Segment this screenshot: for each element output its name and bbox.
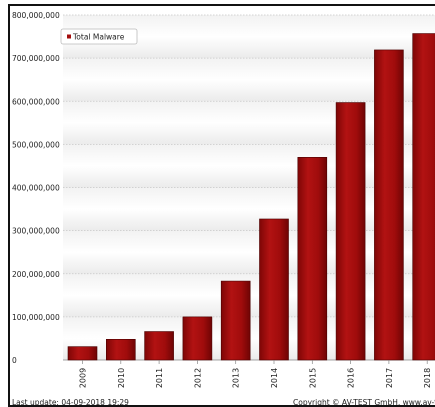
malware-bar-chart: 0 100,000,000 200,000,000 300,000,000 400,00… (12, 11, 435, 407)
plot-band (63, 187, 435, 231)
bar-2012 (182, 316, 213, 361)
plot-band (63, 144, 435, 188)
y-tick-label: 600,000,000 (12, 97, 60, 106)
y-tick-label: 200,000,000 (12, 270, 60, 279)
copyright-text: Copyright © AV-TEST GmbH, www.av-test.or… (293, 398, 435, 407)
bar-2013 (220, 280, 251, 361)
plot-band (63, 101, 435, 145)
y-tick-label: 100,000,000 (12, 313, 60, 322)
y-tick-label: 800,000,000 (12, 11, 60, 20)
x-tick-label-2014: 2014 (270, 368, 279, 388)
bars (67, 33, 435, 361)
x-tick-label-2018: 2018 (423, 368, 432, 388)
legend-box (60, 28, 138, 45)
legend-swatch (67, 34, 71, 39)
plot-band (63, 230, 435, 274)
y-tick-label: 0 (12, 356, 17, 365)
y-tick-label: 300,000,000 (12, 227, 60, 236)
x-tick-label-2012: 2012 (193, 368, 202, 388)
x-axis-tick-labels: 2009 2010 2011 2012 2013 2014 2015 2016 2017 2018 (79, 360, 432, 388)
bar-2010 (106, 338, 136, 361)
plot-background (63, 15, 435, 360)
chart-frame: 0 100,000,000 200,000,000 300,000,000 400,00… (8, 4, 435, 407)
bar-2014 (259, 218, 289, 361)
x-tick-label-2011: 2011 (155, 368, 164, 388)
bar-2009 (67, 346, 98, 361)
x-tick-label-2016: 2016 (347, 368, 356, 388)
x-tick-label-2013: 2013 (232, 368, 241, 388)
x-tick-label-2009: 2009 (79, 368, 88, 388)
y-tick-label: 400,000,000 (12, 184, 60, 193)
x-tick-label-2015: 2015 (308, 368, 317, 388)
last-update-text: Last update: 04-09-2018 19:29 (12, 398, 129, 407)
plot-band (63, 58, 435, 102)
y-axis-tick-labels: 0 100,000,000 200,000,000 300,000,000 400,00… (12, 11, 60, 365)
bar-2011 (144, 331, 174, 361)
bar-2017 (374, 49, 404, 361)
y-tick-label: 700,000,000 (12, 54, 60, 63)
x-tick-label-2010: 2010 (117, 368, 126, 388)
bar-2016 (335, 102, 366, 361)
legend: Total Malware (60, 28, 138, 45)
y-tick-label: 500,000,000 (12, 140, 60, 149)
bar-2015 (297, 157, 328, 361)
legend-label: Total Malware (72, 33, 125, 42)
x-tick-label-2017: 2017 (385, 368, 394, 388)
bar-2018 (412, 33, 435, 361)
